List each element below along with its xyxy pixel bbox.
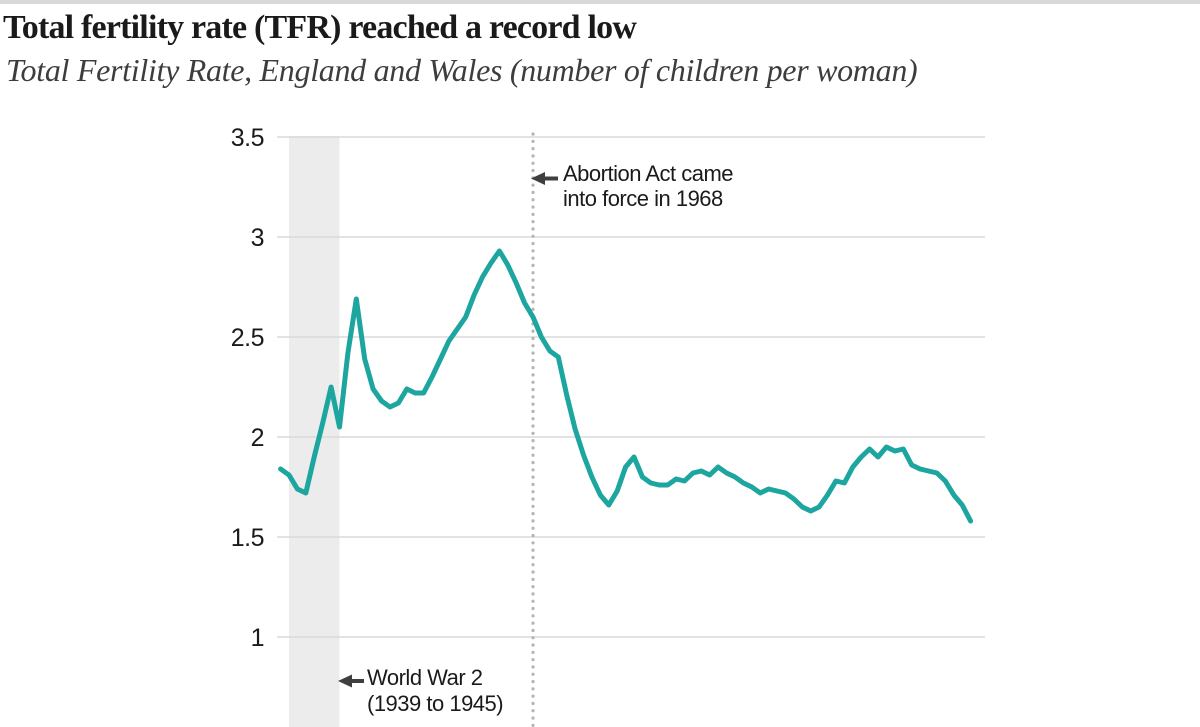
chart-subtitle: Total Fertility Rate, England and Wales … [6, 52, 918, 88]
ww2-annotation-line-2: (1939 to 1945) [367, 691, 504, 716]
chart-title: Total fertility rate (TFR) reached a rec… [3, 9, 637, 46]
y-tick-label-2.5: 2.5 [231, 324, 264, 352]
abortion-act-annotation: Abortion Act came into force in 1968 [563, 161, 734, 211]
y-tick-label-3: 3 [251, 224, 264, 252]
y-tick-label-3.5: 3.5 [231, 124, 264, 152]
top-divider [0, 0, 1200, 4]
ww2-arrow [338, 674, 364, 688]
abortion-act-arrow [531, 172, 558, 185]
y-tick-label-2: 2 [251, 424, 264, 452]
ww2-band [289, 136, 340, 727]
ww2-annotation-line-1: World War 2 [367, 665, 483, 690]
abortion-act-annotation-line-2: into force in 1968 [563, 186, 723, 211]
abortion-act-annotation-line-1: Abortion Act came [563, 161, 734, 186]
y-tick-label-1.5: 1.5 [231, 524, 264, 552]
ww2-annotation: World War 2 (1939 to 1945) [367, 665, 504, 717]
tfr-data-line [278, 248, 974, 524]
y-tick-label-1: 1 [251, 624, 264, 652]
